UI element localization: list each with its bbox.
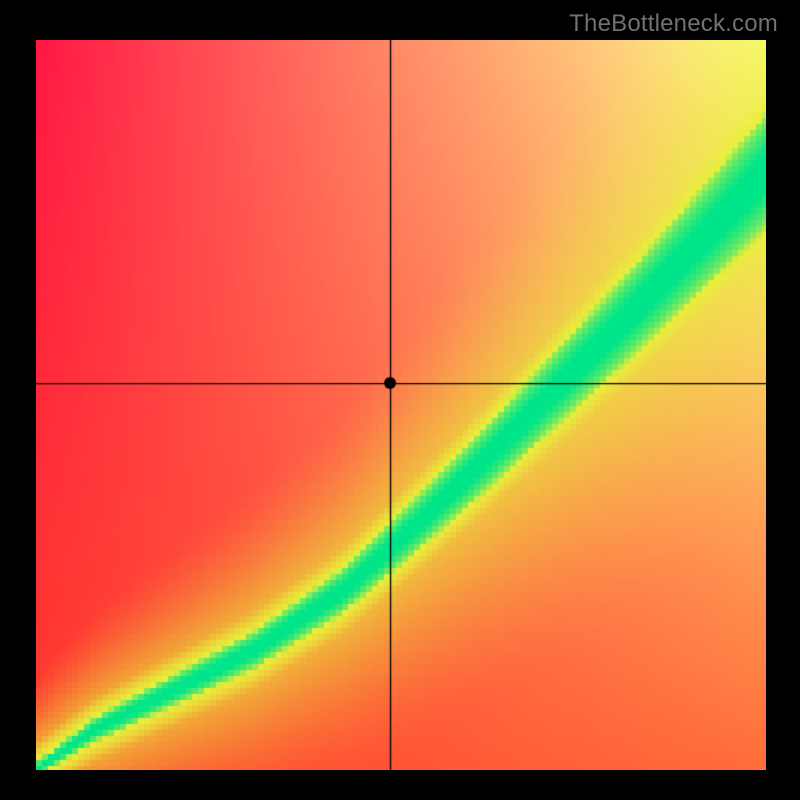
- heatmap-canvas: [36, 40, 766, 770]
- heatmap-plot: [36, 40, 766, 770]
- watermark-label: TheBottleneck.com: [569, 10, 778, 38]
- chart-frame: TheBottleneck.com: [0, 0, 800, 800]
